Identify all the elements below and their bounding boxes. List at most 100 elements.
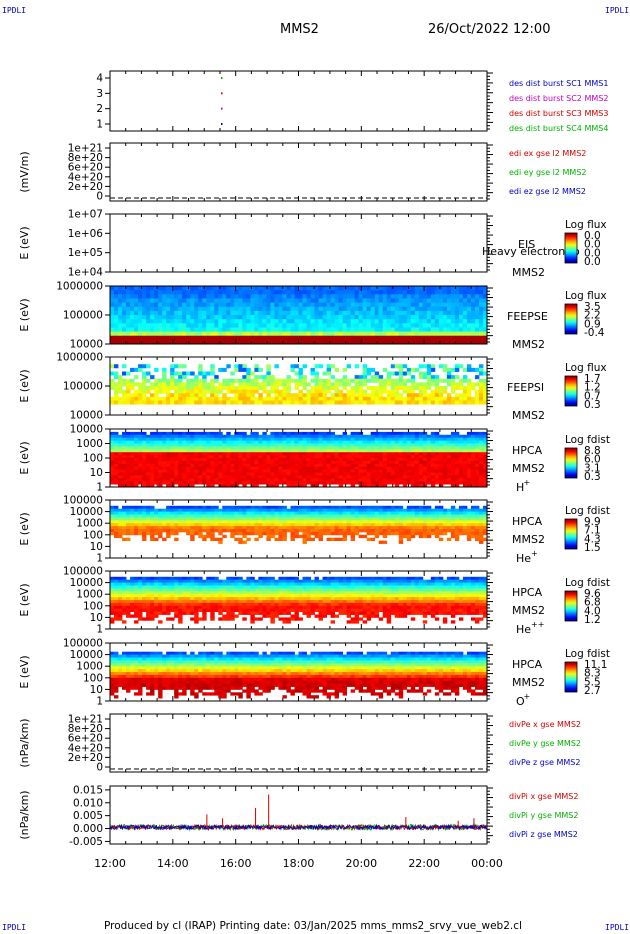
heatmap-cell [234,315,239,320]
heatmap-cell [446,440,452,444]
heatmap-cell [258,529,263,533]
heatmap-cell [130,463,135,468]
heatmap-cell [286,440,291,444]
heatmap-cell [274,529,279,533]
heatmap-cell [450,443,456,447]
heatmap-cell [222,484,227,488]
heatmap-cell [306,511,311,515]
heatmap-cell [154,537,159,541]
heatmap-cell [354,306,360,312]
heatmap-cell [370,290,376,295]
heatmap-cell [274,446,279,450]
heatmap-cell [426,306,432,312]
heatmap-cell [410,481,416,485]
heatmap-cell [266,315,271,320]
heatmap-cell [438,463,444,468]
heatmap-cell [142,437,147,441]
heatmap-cell [118,335,123,341]
heatmap-cell [198,526,203,530]
heatmap-cell [454,290,460,295]
heatmap-cell [150,327,155,332]
heatmap-cell [138,463,143,468]
heatmap-cell [190,443,195,447]
heatmap-cell [222,526,227,530]
heatmap-cell [374,481,380,485]
heatmap-cell [302,460,307,465]
heatmap-cell [122,472,127,476]
heatmap-cell [418,298,424,303]
heatmap-cell [410,382,416,387]
heatmap-cell [434,475,440,479]
heatmap-cell [310,315,315,320]
heatmap-cell [178,378,183,383]
heatmap-cell [302,294,307,299]
heatmap-cell [186,472,191,476]
heatmap-cell [294,386,299,391]
heatmap-cell [418,455,424,459]
heatmap-cell [306,400,311,405]
heatmap-cell [254,437,259,441]
heatmap-cell [254,298,259,303]
heatmap-cell [170,517,175,521]
heatmap-cell [394,469,400,473]
heatmap-cell [294,478,299,482]
heatmap-cell [482,458,488,462]
heatmap-cell [346,310,352,316]
heatmap-cell [342,396,348,401]
heatmap-cell [202,534,207,539]
heatmap-cell [462,386,468,391]
heatmap-cell [478,323,484,328]
heatmap-cell [166,431,171,436]
colorbar-tick-label: 1.2 [584,382,601,394]
heatmap-cell [114,452,119,456]
heatmap-cell [126,469,131,473]
heatmap-cell [282,455,287,459]
heatmap-cell [186,520,191,524]
heatmap-cell [198,446,203,450]
heatmap-cell [222,302,227,308]
heatmap-cell [286,481,291,485]
heatmap-cell [270,382,275,387]
heatmap-cell [302,323,307,328]
heatmap-cell [362,306,368,312]
heatmap-cell [214,339,219,345]
heatmap-cell [346,460,352,465]
heatmap-cell [478,460,484,465]
heatmap-cell [382,434,388,439]
heatmap-cell [250,523,255,527]
heatmap-cell [198,449,203,453]
heatmap-cell [398,310,404,316]
heatmap-cell [478,286,484,291]
heatmap-cell [210,484,215,488]
heatmap-cell [138,339,143,345]
heatmap-cell [302,440,307,444]
heatmap-cell [234,335,239,341]
heatmap-cell [418,335,424,341]
heatmap-cell [234,517,239,521]
heatmap-cell [318,339,323,345]
heatmap-cell [282,469,287,473]
heatmap-cell [406,294,412,299]
heatmap-cell [434,466,440,470]
heatmap-cell [194,529,199,533]
heatmap-cell [438,452,444,456]
heatmap-cell [218,446,223,450]
heatmap-cell [350,298,356,303]
heatmap-cell [370,306,376,312]
heatmap-cell [390,294,396,299]
heatmap-cell [126,449,131,453]
heatmap-cell [298,452,303,456]
heatmap-cell [398,382,404,387]
heatmap-cell [134,463,139,468]
heatmap-cell [430,339,436,345]
heatmap-cell [378,475,384,479]
heatmap-cell [374,478,380,482]
heatmap-cell [478,472,484,476]
heatmap-cell [270,458,275,462]
heatmap-cell [458,393,464,398]
heatmap-cell [282,382,287,387]
heatmap-cell [350,463,356,468]
heatmap-cell [294,455,299,459]
heatmap-cell [194,440,199,444]
heatmap-cell [210,514,215,518]
